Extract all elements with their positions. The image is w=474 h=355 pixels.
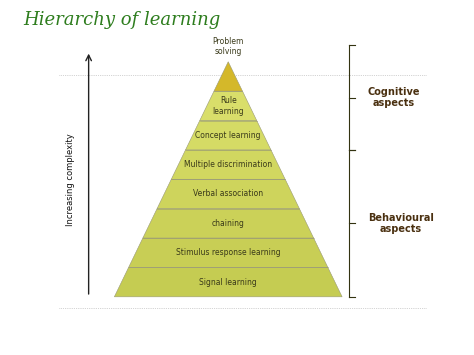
Text: Signal learning: Signal learning (200, 278, 257, 286)
Text: Verbal association: Verbal association (193, 190, 263, 198)
Text: Multiple discrimination: Multiple discrimination (184, 160, 272, 169)
Polygon shape (171, 150, 285, 179)
Text: Increasing complexity: Increasing complexity (66, 133, 75, 226)
Text: Behavioural
aspects: Behavioural aspects (368, 213, 434, 234)
Text: Stimulus response learning: Stimulus response learning (176, 248, 281, 257)
Text: Hierarchy of learning: Hierarchy of learning (24, 11, 221, 29)
Polygon shape (214, 62, 243, 91)
Text: Cognitive
aspects: Cognitive aspects (368, 87, 420, 108)
Text: chaining: chaining (212, 219, 245, 228)
Polygon shape (114, 267, 342, 297)
Polygon shape (157, 179, 300, 209)
Text: Problem
solving: Problem solving (212, 37, 244, 56)
Polygon shape (200, 91, 257, 120)
Polygon shape (128, 238, 328, 267)
Text: Rule
learning: Rule learning (212, 96, 244, 115)
Polygon shape (185, 120, 271, 150)
Polygon shape (143, 209, 314, 238)
Text: Concept learning: Concept learning (195, 131, 261, 140)
